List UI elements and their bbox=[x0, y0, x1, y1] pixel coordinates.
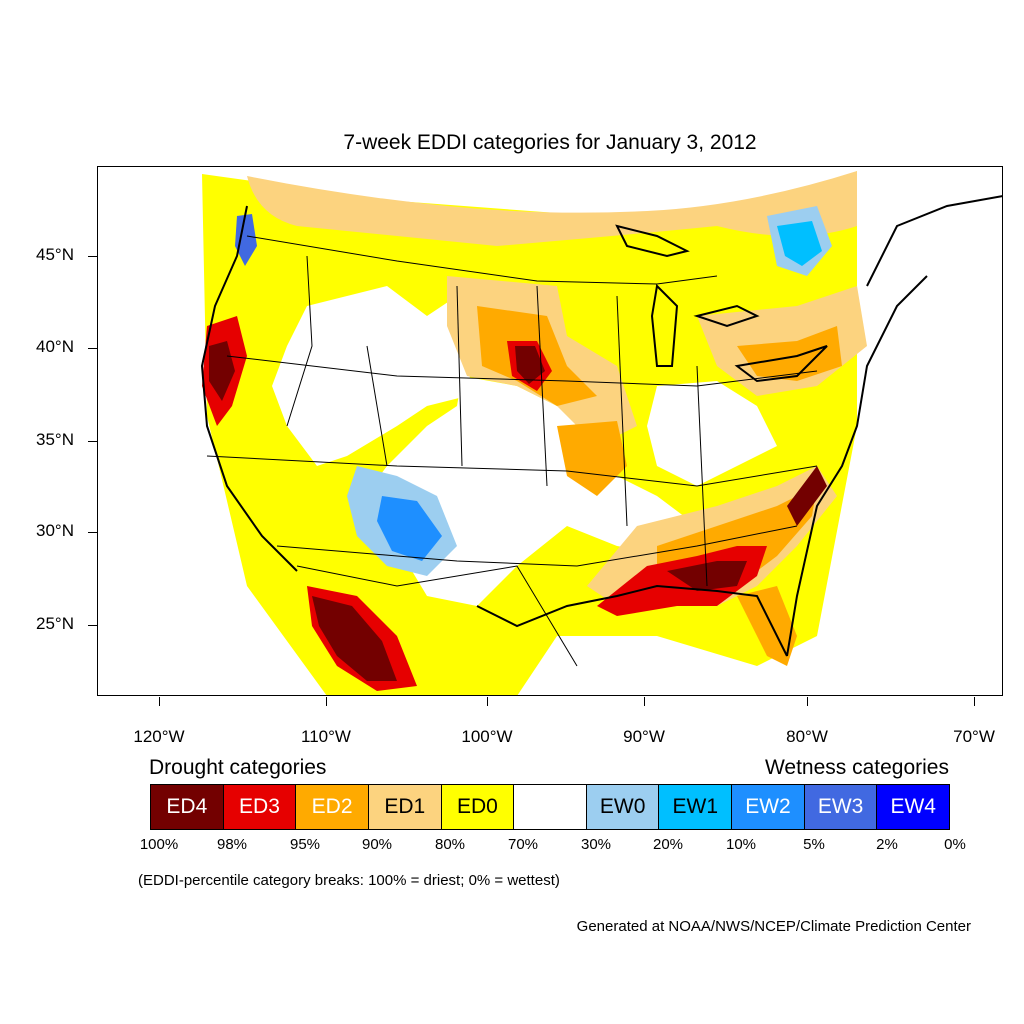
lon-tick bbox=[326, 697, 327, 706]
lat-label-40: 40°N bbox=[36, 337, 74, 356]
percentile-label: 20% bbox=[652, 836, 684, 853]
legend-colorbar: ED4 ED3 ED2 ED1 ED0 EW0 EW1 EW2 EW3 EW4 bbox=[150, 784, 950, 830]
percentile-label: 2% bbox=[876, 836, 898, 853]
lat-label-25: 25°N bbox=[36, 614, 74, 633]
lon-label-70: 70°W bbox=[953, 727, 995, 746]
lon-label-90: 90°W bbox=[623, 727, 665, 746]
legend-cell-ew4: EW4 bbox=[877, 785, 950, 829]
drought-heading: Drought categories bbox=[149, 756, 327, 779]
lon-tick bbox=[807, 697, 808, 706]
legend-cell-ed4: ED4 bbox=[151, 785, 224, 829]
percentile-label: 0% bbox=[944, 836, 966, 853]
percentile-label: 95% bbox=[289, 836, 321, 853]
percentile-label: 70% bbox=[507, 836, 539, 853]
percentile-label: 90% bbox=[361, 836, 393, 853]
lat-tick bbox=[88, 256, 97, 257]
lat-tick bbox=[88, 532, 97, 533]
percentile-label: 5% bbox=[803, 836, 825, 853]
lon-label-80: 80°W bbox=[786, 727, 828, 746]
percentile-label: 80% bbox=[434, 836, 466, 853]
percentile-label: 100% bbox=[139, 836, 179, 853]
wetness-heading: Wetness categories bbox=[764, 756, 949, 779]
lon-label-100: 100°W bbox=[461, 727, 513, 746]
percentile-label: 10% bbox=[725, 836, 757, 853]
legend-cell-neutral bbox=[514, 785, 587, 829]
legend-cell-ew2: EW2 bbox=[732, 785, 805, 829]
lat-tick bbox=[88, 625, 97, 626]
credit-line: Generated at NOAA/NWS/NCEP/Climate Predi… bbox=[576, 918, 971, 935]
lat-label-30: 30°N bbox=[36, 521, 74, 540]
legend-cell-ew1: EW1 bbox=[659, 785, 733, 829]
percentile-note: (EDDI-percentile category breaks: 100% =… bbox=[138, 872, 560, 889]
lon-tick bbox=[974, 697, 975, 706]
percentile-label: 98% bbox=[216, 836, 248, 853]
lon-tick bbox=[644, 697, 645, 706]
lat-tick bbox=[88, 348, 97, 349]
legend-cell-ew3: EW3 bbox=[804, 785, 878, 829]
legend-cell-ew0: EW0 bbox=[586, 785, 660, 829]
lat-tick bbox=[88, 441, 97, 442]
map-title: 7-week EDDI categories for January 3, 20… bbox=[343, 131, 757, 154]
legend-cell-ed1: ED1 bbox=[368, 785, 442, 829]
legend-cell-ed0: ED0 bbox=[441, 785, 515, 829]
legend-cell-ed2: ED2 bbox=[296, 785, 369, 829]
legend-cell-ed3: ED3 bbox=[223, 785, 297, 829]
percentile-label: 30% bbox=[580, 836, 612, 853]
lon-label-110: 110°W bbox=[301, 727, 351, 746]
lat-label-45: 45°N bbox=[36, 245, 74, 264]
lon-tick bbox=[159, 697, 160, 706]
lat-label-35: 35°N bbox=[36, 430, 74, 449]
lon-label-120: 120°W bbox=[133, 727, 185, 746]
lon-tick bbox=[487, 697, 488, 706]
eddi-map bbox=[97, 166, 1003, 696]
